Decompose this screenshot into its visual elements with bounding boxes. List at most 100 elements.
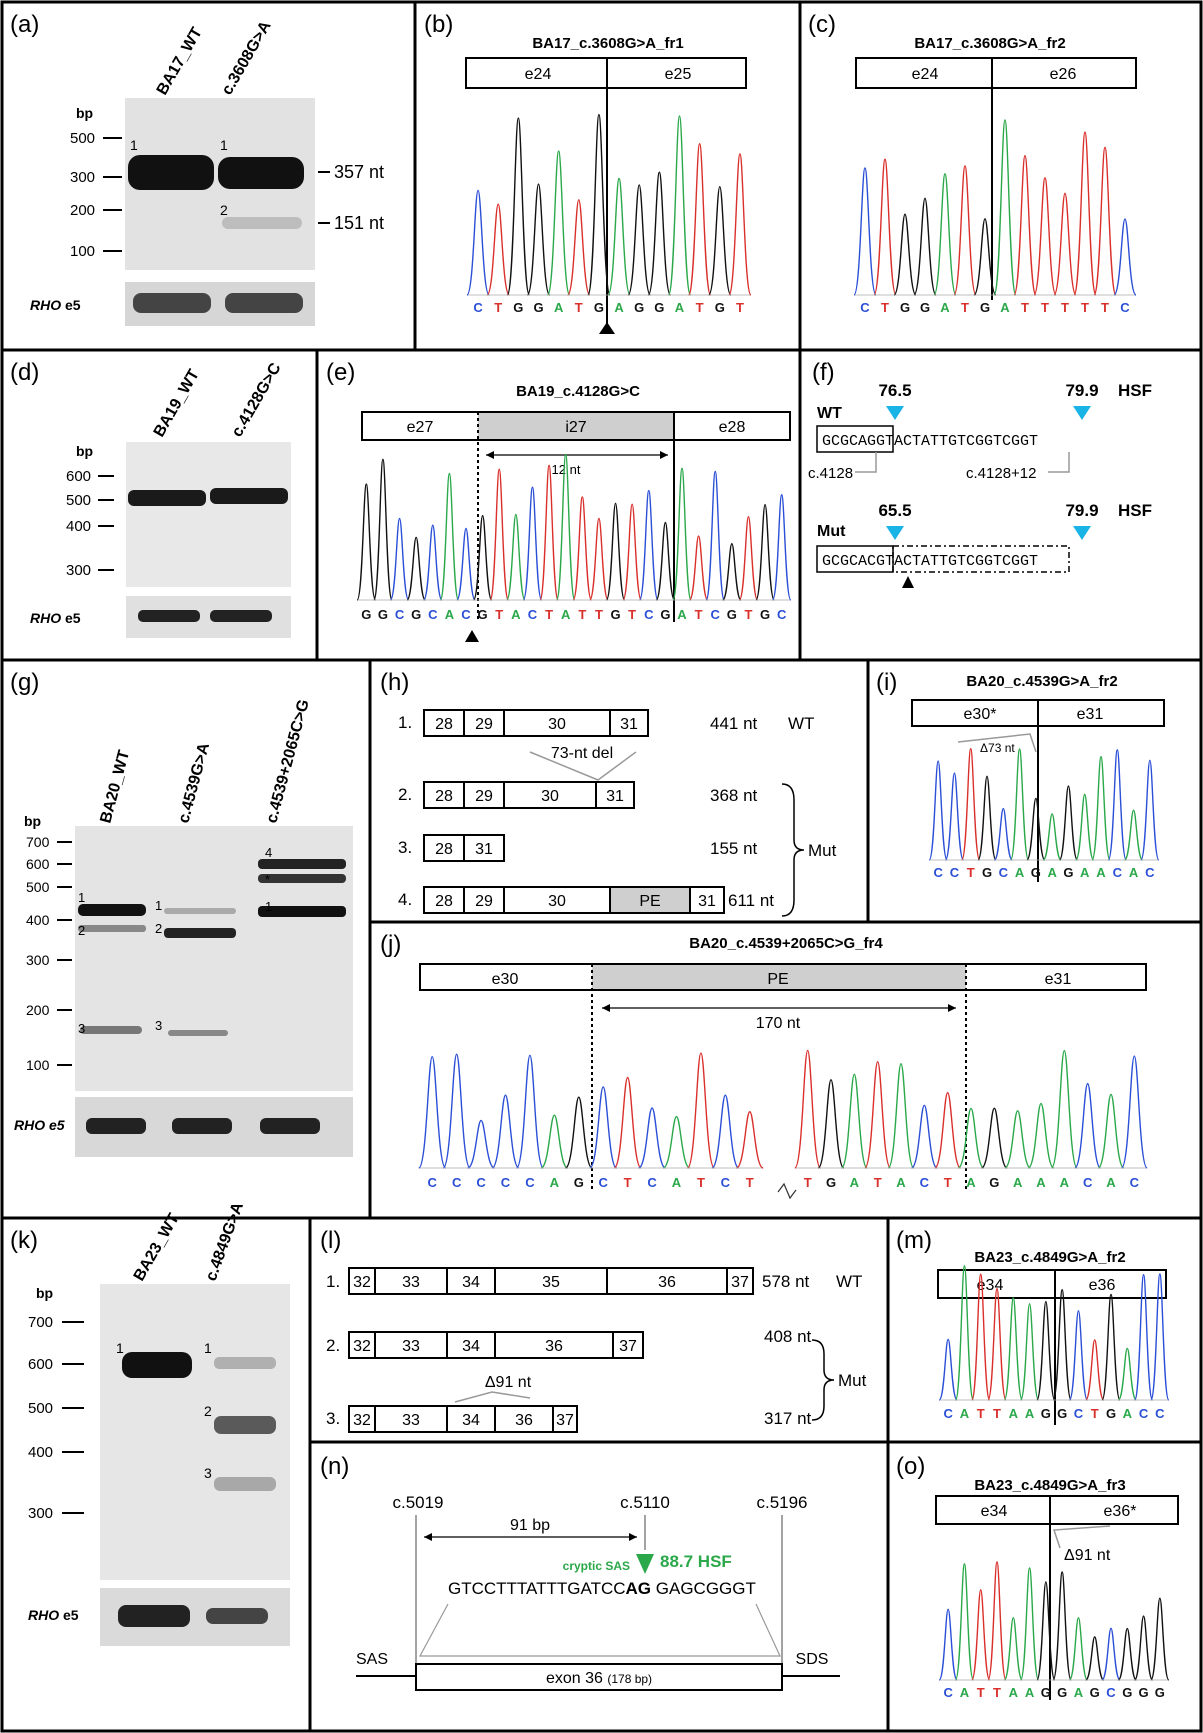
hsf-label: HSF — [1118, 501, 1152, 520]
chromatogram-title: BA23_c.4849G>A_fr3 — [974, 1477, 1125, 1494]
trace-peak — [662, 1115, 691, 1169]
exon-label: e34 — [981, 1503, 1008, 1520]
trace-peak — [944, 772, 965, 861]
trace-peak — [572, 496, 593, 601]
sas-label: SAS — [356, 1651, 388, 1668]
trace-peak — [1019, 1303, 1040, 1401]
marker-ticks — [103, 137, 122, 252]
band-number: 1 — [78, 890, 85, 905]
transcript-row — [348, 1267, 754, 1295]
base-call: T — [1081, 300, 1089, 315]
base-call: T — [977, 1406, 985, 1421]
svg-text:RHO e5: RHO e5 — [30, 297, 81, 313]
trace-peak — [486, 203, 510, 296]
trace-peak — [1052, 1289, 1072, 1401]
chromatogram-trace — [418, 1049, 1148, 1169]
base-call: A — [940, 300, 950, 315]
exon-num: 34 — [462, 1338, 480, 1355]
base-call: A — [1036, 1175, 1046, 1190]
base-call: G — [1031, 865, 1041, 880]
trace-peak — [980, 1107, 1008, 1169]
base-call: T — [1061, 300, 1069, 315]
gel-band — [214, 1477, 276, 1491]
base-call: G — [989, 1175, 999, 1190]
band-size: 357 nt — [334, 162, 384, 182]
base-call: T — [545, 607, 553, 622]
exon-label: e36* — [1104, 1503, 1137, 1520]
trace-peak — [540, 1114, 569, 1169]
trace-peak — [1058, 785, 1079, 861]
base-call: G — [574, 1175, 584, 1190]
panel-label: (j) — [380, 931, 401, 958]
bp-unit: bp — [36, 1285, 53, 1301]
trace-peak — [1027, 1102, 1055, 1169]
band-number: * — [265, 872, 270, 887]
base-call: C — [920, 1175, 930, 1190]
trace-peak — [555, 453, 576, 601]
trace-peak — [705, 470, 726, 601]
trace-peak — [418, 1055, 447, 1169]
base-call: C — [1083, 1175, 1093, 1190]
panel-label: (h) — [380, 669, 409, 696]
exon-num: 29 — [475, 788, 493, 805]
base-call: C — [647, 1175, 657, 1190]
row-number: 2. — [398, 785, 412, 804]
trace-peak — [771, 494, 792, 601]
trace-peak — [1036, 1300, 1056, 1401]
sequence-break — [777, 1182, 797, 1200]
delta-label: Δ91 nt — [485, 1374, 532, 1391]
trace-peak — [472, 514, 493, 601]
row-number: 3. — [398, 838, 412, 857]
mutation-arrowhead — [902, 576, 914, 588]
marker-label: 600 — [66, 468, 91, 485]
base-call: T — [804, 1175, 812, 1190]
brace — [811, 1339, 835, 1421]
gel-band — [78, 925, 146, 932]
exon-num: 33 — [402, 1412, 420, 1429]
base-call: A — [1000, 300, 1010, 315]
exon-num: 30 — [548, 716, 566, 733]
seq-box — [816, 425, 894, 453]
base-call: A — [850, 1175, 860, 1190]
panel-f: (f) WT 76.5 79.9 HSF GCGCAGGTACTATTGTCGG… — [808, 359, 1152, 588]
base-call: T — [495, 607, 503, 622]
trace-peak — [637, 1107, 667, 1169]
trace-peak — [526, 183, 551, 296]
trace-peak — [655, 521, 676, 601]
trace-peak — [638, 489, 659, 601]
trace-peak — [1113, 218, 1137, 296]
band-number: 3 — [78, 1021, 85, 1036]
exon-label: e31 — [1045, 971, 1072, 988]
chromatogram-trace — [356, 453, 792, 601]
loading-gene: RHO — [30, 297, 61, 313]
base-call: A — [1080, 865, 1090, 880]
trace-peak — [1140, 759, 1160, 861]
band-number: 3 — [155, 1018, 162, 1033]
exon-label: e36 — [1089, 1277, 1116, 1294]
trace-peak — [864, 1061, 892, 1169]
trace-peak — [607, 177, 631, 296]
trace-peak — [887, 1063, 915, 1169]
base-call: A — [1015, 865, 1025, 880]
exon-num: 36 — [515, 1412, 533, 1429]
base-call: A — [1129, 865, 1139, 880]
trace-peak — [954, 1265, 975, 1401]
base-call: A — [1013, 1175, 1023, 1190]
trace-peak — [708, 186, 732, 296]
band-number: 1 — [116, 1340, 124, 1356]
base-call: T — [695, 607, 703, 622]
trace-peak — [389, 517, 410, 601]
transcript-row — [423, 709, 649, 737]
trace-peak — [934, 1091, 962, 1169]
seq-part: GTCCTTTATTTGATCC — [448, 1579, 626, 1598]
trace-peak — [738, 516, 759, 601]
trace-peak — [1133, 1615, 1154, 1681]
position-label: c.4128 — [808, 465, 853, 482]
gel-band — [258, 906, 346, 917]
trace-peak — [439, 472, 460, 601]
trace-peak — [467, 1119, 495, 1169]
panel-label: (b) — [424, 11, 453, 38]
base-call: A — [896, 1175, 906, 1190]
